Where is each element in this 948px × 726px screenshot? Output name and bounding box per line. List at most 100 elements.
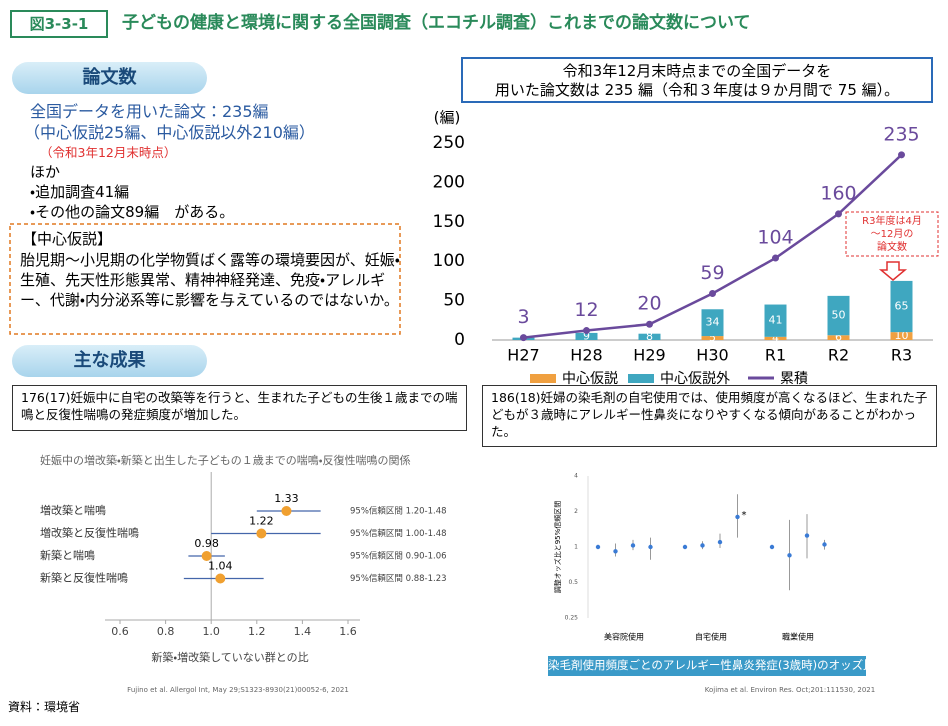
- y-tick-label: 50: [443, 291, 465, 311]
- y-tick-label: 150: [433, 212, 465, 232]
- x-tick-label: R1: [765, 346, 786, 365]
- bar-segment: [764, 304, 787, 337]
- legend-label: 累積: [780, 371, 808, 387]
- section-heading: 論文数: [12, 62, 207, 94]
- bar-label: 4: [772, 331, 779, 344]
- point: [804, 533, 810, 538]
- paper-line: 全国データを用いた論文：235編: [30, 102, 269, 121]
- hypothesis-box: [9, 223, 401, 335]
- x-tick-label: R3: [891, 346, 912, 365]
- y-tick-label: 0: [454, 330, 465, 350]
- y-tick-label: 4: [574, 473, 578, 480]
- line-label: 12: [574, 299, 598, 321]
- citation: Kojima et al. Environ Res. Oct;201:11153…: [705, 686, 875, 694]
- point-label: 1.04: [208, 560, 233, 573]
- point: [630, 543, 636, 548]
- hypothesis-title: 【中心仮説】: [22, 230, 113, 248]
- figure-number: 図3-3-1: [10, 10, 108, 38]
- y-tick-label: 0.5: [568, 579, 578, 586]
- bar-segment: [701, 336, 724, 340]
- group-label: 自宅使用: [695, 632, 727, 642]
- line-marker: [583, 327, 590, 335]
- finding: 186(18)妊婦の染毛剤の自宅使用では、使用頻度が高くなるほど、生まれた子ども…: [482, 385, 937, 447]
- bar-segment: [701, 309, 724, 337]
- bar-segment: [638, 333, 661, 340]
- point: [281, 506, 292, 516]
- line-label: 59: [700, 262, 724, 284]
- row-label: 増改築と喘鳴: [40, 503, 106, 517]
- x-tick-label: 1.4: [294, 625, 312, 638]
- y-axis-label: 調整オッズ比と95%信頼区間: [553, 501, 562, 594]
- figure-title: 子どもの健康と環境に関する全国調査（エコチル調査）これまでの論文数について: [122, 13, 751, 33]
- legend-swatch: [530, 374, 556, 383]
- y-tick-label: 100: [433, 251, 465, 271]
- bar-segment: [890, 332, 913, 340]
- bar-label: 41: [769, 314, 783, 327]
- point: [648, 544, 653, 550]
- group-label: 職業使用: [782, 632, 814, 642]
- point: [201, 551, 212, 561]
- y-tick-label: 0.25: [565, 615, 579, 622]
- x-tick-label: H27: [507, 346, 539, 365]
- y-tick-label: 1: [574, 544, 578, 551]
- point: [613, 549, 618, 554]
- callout-line: 令和3年12月末時点までの全国データを: [562, 62, 832, 80]
- bar-label: 50: [832, 309, 846, 322]
- x-tick-label: H30: [696, 346, 728, 365]
- x-tick-label: R2: [828, 346, 849, 365]
- callout-line: 用いた論文数は 235 編（令和３年度は９か月間で 75 編）。: [494, 81, 900, 99]
- annotation-line: 論文数: [877, 242, 907, 253]
- point: [769, 544, 775, 550]
- callout-box: [461, 57, 933, 103]
- x-tick-label: 0.8: [157, 625, 175, 638]
- y-tick-label: 200: [433, 172, 465, 192]
- bar-label: 8: [646, 330, 653, 343]
- source: 資料：環境省: [8, 700, 81, 714]
- paper-line: （中心仮説25編、中心仮説以外210編）: [24, 123, 315, 142]
- paper-more: ・その他の論文89編 がある。: [30, 203, 235, 221]
- line-marker: [898, 151, 905, 159]
- line-marker: [646, 320, 653, 328]
- ci-label: 95%信頼区間 1.20-1.48: [350, 506, 447, 517]
- point: [787, 553, 792, 558]
- point-label: 1.33: [274, 492, 299, 505]
- forest-title: 妊娠中の増改築・新築と出生した子どもの１歳までの喘鳴・反復性喘鳴の関係: [40, 454, 411, 467]
- y-tick-label: 250: [433, 133, 465, 153]
- section-heading: 主な成果: [12, 345, 207, 377]
- x-tick-label: H29: [633, 346, 665, 365]
- line-marker: [835, 210, 842, 218]
- x-axis-label: 新築・増改築していない群との比: [151, 650, 308, 664]
- point-label: *: [742, 510, 747, 521]
- point: [717, 539, 723, 545]
- annotation-box: [845, 211, 939, 257]
- annotation-arrow: [878, 261, 908, 281]
- annotation-line: R3年度は4月: [862, 216, 922, 227]
- point: [256, 528, 267, 539]
- hypothesis-text: 胎児期～小児期の化学物質ばく露等の環境要因が、妊娠・生殖、先天性形態異常、精神神…: [20, 251, 400, 309]
- finding: 176(17)妊娠中に自宅の改築等を行うと、生まれた子どもの生後１歳までの喘鳴と…: [12, 385, 467, 431]
- paper-more: ほか: [30, 163, 61, 181]
- legend-swatch: [628, 374, 654, 383]
- ci-label: 95%信頼区間 0.90-1.06: [350, 551, 447, 562]
- line-label: 3: [517, 306, 529, 328]
- point: [700, 543, 705, 548]
- line-label: 235: [883, 123, 919, 145]
- ci-label: 95%信頼区間 1.00-1.48: [350, 528, 447, 539]
- point: [822, 542, 827, 547]
- row-label: 増改築と反復性喘鳴: [40, 526, 139, 540]
- caption: 染毛剤使用頻度ごとのアレルギー性鼻炎発症(3歳時)のオッズ比: [548, 658, 875, 672]
- y-axis-label: (編): [434, 109, 461, 127]
- line-label: 104: [757, 227, 793, 249]
- annotation-line: ～12月の: [870, 229, 914, 240]
- point: [682, 544, 688, 550]
- bar-segment: [890, 280, 913, 333]
- row-label: 新築と反復性喘鳴: [40, 571, 128, 585]
- line-marker: [520, 334, 527, 342]
- bar-label: 5: [709, 331, 716, 344]
- line-marker: [709, 290, 716, 298]
- point-label: 0.98: [194, 537, 219, 550]
- x-tick-label: H28: [570, 346, 602, 365]
- bar-segment: [827, 335, 850, 340]
